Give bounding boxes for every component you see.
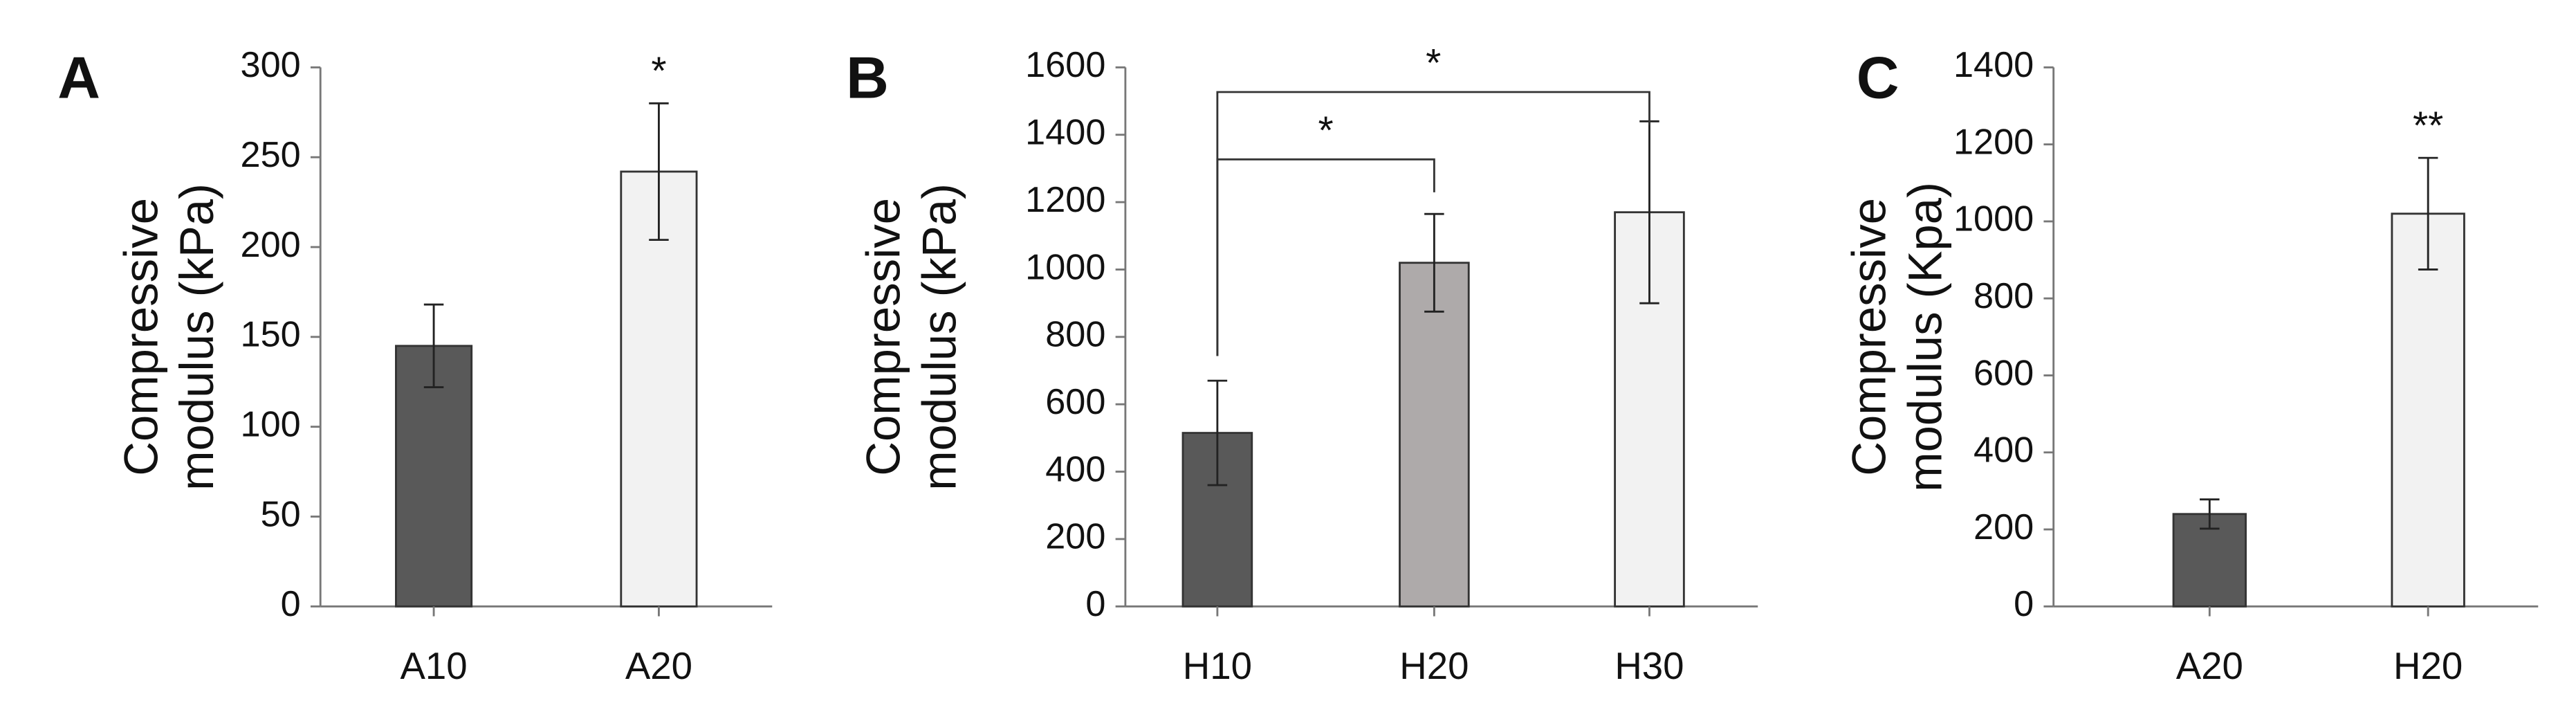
panel-label: A — [57, 45, 100, 111]
y-axis-title: modulus (kPa) — [170, 183, 223, 491]
significance-mark: * — [1318, 108, 1334, 152]
y-tick-label: 400 — [1974, 430, 2034, 471]
bar — [2172, 513, 2247, 608]
significance-mark: ** — [2413, 103, 2443, 147]
panel-label: C — [1857, 45, 1899, 111]
y-tick-label: 200 — [1974, 507, 2034, 547]
y-tick-label: 400 — [1045, 449, 1105, 489]
y-axis-title: Compressive — [857, 198, 910, 476]
x-tick-label: H30 — [1614, 645, 1684, 687]
y-tick-label: 200 — [1045, 517, 1105, 557]
y-tick-label: 1600 — [1025, 45, 1105, 85]
y-tick-label: 600 — [1045, 382, 1105, 422]
y-tick-label: 600 — [1974, 353, 2034, 393]
x-tick-label: A10 — [400, 645, 467, 687]
panel-label: B — [846, 45, 889, 111]
y-tick-label: 150 — [241, 315, 301, 355]
y-tick-label: 200 — [241, 225, 301, 265]
x-tick-label: H10 — [1183, 645, 1252, 687]
bar — [395, 345, 473, 608]
y-tick-label: 0 — [281, 584, 301, 624]
y-tick-label: 1000 — [1025, 247, 1105, 287]
y-tick-label: 1000 — [1953, 199, 2034, 239]
y-tick-label: 800 — [1045, 315, 1105, 355]
x-tick-label: A20 — [625, 645, 692, 687]
significance-mark: * — [651, 49, 666, 93]
bar — [1399, 262, 1470, 608]
y-tick-label: 300 — [241, 45, 301, 85]
y-tick-label: 1400 — [1025, 113, 1105, 153]
y-axis-title: Compressive — [114, 198, 167, 476]
y-tick-label: 0 — [1085, 584, 1105, 624]
y-tick-label: 1400 — [1953, 45, 2034, 85]
x-tick-label: A20 — [2176, 645, 2243, 687]
significance-mark: * — [1426, 41, 1441, 85]
y-tick-label: 1200 — [1953, 122, 2034, 162]
y-tick-label: 800 — [1974, 276, 2034, 316]
y-axis-title: Compressive — [1843, 198, 1896, 476]
y-tick-label: 0 — [2014, 584, 2034, 624]
y-tick-label: 250 — [241, 135, 301, 175]
y-axis-title: modulus (Kpa) — [1898, 182, 1951, 492]
y-axis-title: modulus (kPa) — [912, 183, 966, 491]
y-tick-label: 100 — [241, 404, 301, 444]
bar — [2391, 212, 2465, 608]
y-tick-label: 1200 — [1025, 180, 1105, 220]
bracket — [1216, 91, 1650, 356]
y-tick-label: 50 — [261, 494, 301, 534]
x-tick-label: H20 — [2393, 645, 2463, 687]
x-tick-label: H20 — [1399, 645, 1469, 687]
